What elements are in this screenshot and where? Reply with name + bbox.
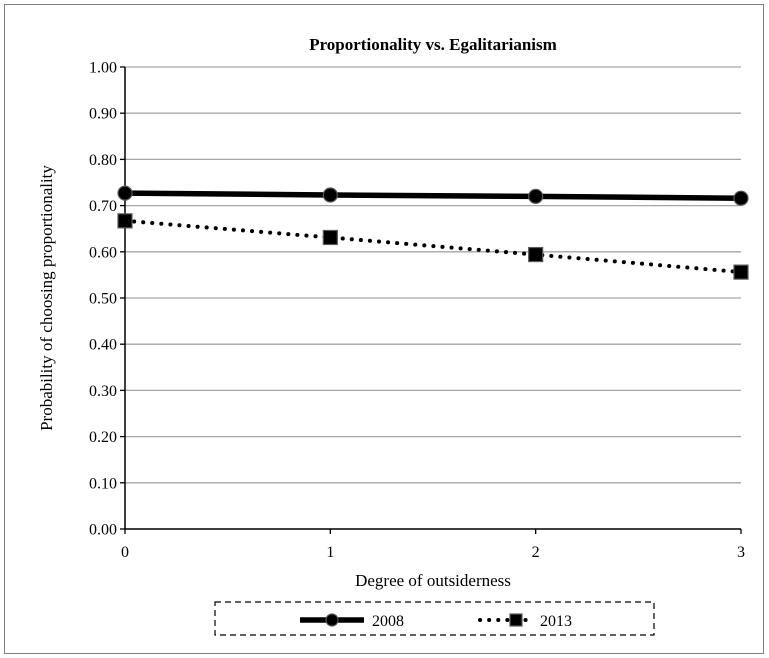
data-point-2013 (117, 213, 133, 229)
series-lines (123, 190, 743, 275)
chart-frame (4, 4, 764, 654)
legend-entry-2008: 2008 (300, 613, 404, 630)
legend-marker (325, 613, 339, 627)
data-point-2008 (733, 190, 749, 206)
y-tick-label: 0.70 (89, 198, 117, 215)
y-tick-label: 0.10 (89, 475, 117, 492)
axes (120, 66, 742, 534)
data-point-2013 (733, 264, 749, 280)
series-line-2013 (123, 218, 743, 275)
gridlines (125, 66, 741, 484)
y-tick-label: 0.30 (89, 383, 117, 400)
y-tick-label: 0.40 (89, 337, 117, 354)
data-point-2013 (322, 229, 338, 246)
legend-entry-2013: 2013 (478, 613, 572, 630)
y-tick-label: 0.60 (89, 244, 117, 261)
x-tick-label: 1 (326, 544, 334, 561)
y-tick-label: 0.80 (89, 152, 117, 169)
y-tick-labels: 0.00 0.10 0.20 0.30 0.40 0.50 0.60 0.70 0.80 0.90… (89, 60, 117, 539)
data-point-2008 (117, 185, 133, 201)
y-tick-label: 0.20 (89, 429, 117, 446)
x-tick-label: 2 (532, 544, 540, 561)
y-tick-label: 0.90 (89, 106, 117, 123)
legend: 2008 2013 (214, 601, 655, 636)
data-point-2008 (322, 187, 338, 203)
legend-marker (509, 613, 523, 627)
y-tick-label: 1.00 (89, 60, 117, 77)
x-tick-label: 0 (121, 544, 129, 561)
data-point-2008 (528, 188, 544, 204)
x-tick-labels: 0 1 2 3 (121, 544, 745, 561)
legend-label: 2008 (372, 613, 404, 630)
chart-title: Proportionality vs. Egalitarianism (309, 35, 557, 54)
series-markers (117, 185, 749, 280)
legend-label: 2013 (540, 613, 572, 630)
y-tick-label: 0.50 (89, 291, 117, 308)
series-line-2008 (124, 190, 742, 201)
y-axis-label: Probability of choosing proportionality (37, 165, 56, 431)
y-tick-label: 0.00 (89, 522, 117, 539)
legend-box (214, 601, 655, 636)
x-axis-label: Degree of outsiderness (355, 571, 511, 590)
x-tick-label: 3 (737, 544, 745, 561)
data-point-2013 (528, 246, 544, 263)
